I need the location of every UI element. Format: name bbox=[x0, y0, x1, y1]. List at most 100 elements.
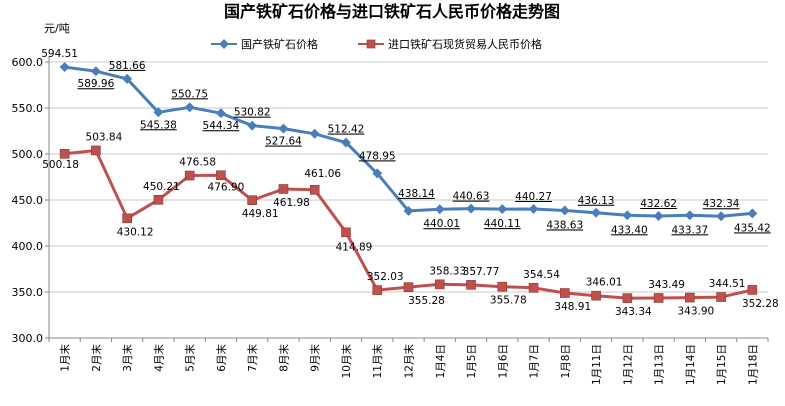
data-point-import bbox=[685, 292, 695, 303]
data-label-import: 348.91 bbox=[554, 301, 591, 313]
x-tick-label: 1月末 bbox=[59, 344, 72, 372]
data-label-domestic: 436.13 bbox=[578, 195, 615, 207]
data-label-import: 476.90 bbox=[208, 181, 245, 193]
x-tick-label: 1月5日 bbox=[466, 344, 478, 378]
data-label-import: 344.51 bbox=[709, 278, 746, 290]
data-point-import bbox=[653, 293, 664, 303]
data-label-domestic: 550.75 bbox=[171, 88, 208, 100]
y-tick-label: 550.0 bbox=[12, 102, 44, 115]
y-tick-label: 350.0 bbox=[12, 286, 44, 299]
data-point-import bbox=[747, 285, 758, 295]
data-point-domestic bbox=[215, 108, 226, 119]
label-layer: 594.51 589.96 581.66 545.38 550.75 544.34530.… bbox=[41, 48, 778, 318]
y-axis-label: 元/吨 bbox=[44, 22, 70, 35]
data-label-import: 346.01 bbox=[586, 277, 623, 289]
data-label-domestic: 438.14 bbox=[398, 188, 435, 200]
legend: 国产铁矿石价格 进口铁矿石现货贸易人民币价格 bbox=[211, 37, 542, 51]
data-point-import bbox=[466, 280, 476, 290]
x-tick-label: 8月末 bbox=[277, 344, 290, 372]
data-point-domestic bbox=[59, 62, 70, 73]
data-point-domestic bbox=[591, 207, 602, 218]
legend-marker-import bbox=[366, 39, 376, 49]
data-point-domestic bbox=[622, 210, 633, 221]
data-label-domestic: 589.96 bbox=[78, 78, 115, 90]
x-tick-label: 1月14日 bbox=[685, 344, 697, 385]
data-point-import bbox=[153, 195, 164, 205]
x-tick-label: 1月15日 bbox=[716, 344, 728, 385]
data-point-import bbox=[91, 145, 101, 156]
x-tick-label: 9月末 bbox=[309, 344, 322, 372]
data-label-domestic: 440.63 bbox=[453, 191, 490, 203]
x-tick-label: 11月末 bbox=[371, 344, 384, 379]
data-label-domestic: 440.27 bbox=[515, 191, 552, 203]
data-point-domestic bbox=[247, 120, 258, 131]
x-tick-label: 1月6日 bbox=[497, 344, 509, 378]
data-label-domestic: 527.64 bbox=[265, 136, 302, 148]
data-label-domestic: 440.11 bbox=[484, 218, 521, 230]
data-label-domestic: 432.34 bbox=[703, 198, 740, 210]
x-tick-label: 2月末 bbox=[90, 344, 103, 372]
data-point-domestic bbox=[434, 204, 445, 215]
x-tick-label: 3月末 bbox=[121, 344, 134, 372]
data-label-import: 357.77 bbox=[463, 266, 500, 278]
x-tick-label: 1月4日 bbox=[435, 344, 447, 378]
x-tick-label: 6月末 bbox=[215, 344, 228, 372]
data-point-domestic bbox=[278, 123, 289, 134]
y-tick-label: 400.0 bbox=[12, 240, 44, 253]
data-point-domestic bbox=[341, 137, 351, 148]
x-tick-label: 1月13日 bbox=[654, 344, 666, 385]
x-tick-label: 1月18日 bbox=[747, 344, 759, 385]
data-point-import bbox=[278, 184, 289, 194]
data-point-domestic bbox=[747, 208, 758, 219]
data-point-import bbox=[434, 279, 445, 290]
data-point-domestic bbox=[90, 66, 101, 77]
data-point-domestic bbox=[497, 204, 508, 215]
data-point-domestic bbox=[184, 102, 195, 113]
grid-layer bbox=[49, 61, 768, 339]
data-label-domestic: 544.34 bbox=[203, 120, 240, 132]
x-tick-label: 5月末 bbox=[184, 344, 197, 372]
data-point-import bbox=[59, 149, 70, 159]
legend-label-domestic: 国产铁矿石价格 bbox=[241, 37, 318, 51]
data-label-import: 461.06 bbox=[304, 168, 341, 180]
data-point-domestic bbox=[684, 210, 695, 221]
x-tick-label: 1月12日 bbox=[622, 344, 634, 385]
data-point-import bbox=[560, 288, 570, 298]
data-label-domestic: 594.51 bbox=[41, 48, 78, 60]
data-label-domestic: 478.95 bbox=[359, 150, 396, 162]
data-label-domestic: 433.40 bbox=[611, 224, 648, 236]
data-point-import bbox=[497, 281, 508, 292]
data-point-import bbox=[591, 290, 601, 301]
data-label-import: 352.03 bbox=[367, 271, 404, 283]
data-point-domestic bbox=[653, 211, 664, 221]
data-label-import: 450.21 bbox=[143, 181, 180, 193]
data-label-domestic: 512.42 bbox=[328, 124, 365, 136]
data-label-import: 358.33 bbox=[429, 265, 466, 277]
data-point-domestic bbox=[153, 107, 164, 118]
data-point-domestic bbox=[559, 205, 570, 216]
data-label-domestic: 435.42 bbox=[734, 222, 771, 234]
data-label-domestic: 581.66 bbox=[109, 60, 146, 72]
series-line-1 bbox=[64, 149, 753, 300]
y-tick-label: 500.0 bbox=[12, 148, 44, 161]
data-point-import bbox=[184, 170, 195, 181]
data-point-domestic bbox=[309, 128, 320, 139]
data-point-domestic bbox=[716, 211, 727, 222]
data-label-import: 343.34 bbox=[615, 306, 652, 318]
y-tick-label: 450.0 bbox=[12, 194, 44, 207]
legend-label-import: 进口铁矿石现货贸易人民币价格 bbox=[388, 37, 542, 51]
axis-layer: 300.0 350.0 400.0 450.0 500.0 550.0 600.0 1月末 2月… bbox=[12, 56, 769, 385]
y-tick-label: 300.0 bbox=[12, 332, 44, 345]
data-point-domestic bbox=[372, 168, 383, 179]
x-tick-label: 4月末 bbox=[152, 344, 165, 372]
data-point-import bbox=[309, 185, 320, 195]
data-label-domestic: 545.38 bbox=[140, 119, 177, 131]
x-tick-label: 1月8日 bbox=[560, 344, 572, 378]
data-point-domestic bbox=[466, 203, 476, 214]
data-point-import bbox=[216, 170, 226, 181]
data-label-import: 461.98 bbox=[273, 197, 310, 209]
x-tick-label: 1月11日 bbox=[591, 344, 603, 385]
data-label-domestic: 530.82 bbox=[234, 107, 271, 119]
data-label-import: 500.18 bbox=[42, 159, 79, 171]
